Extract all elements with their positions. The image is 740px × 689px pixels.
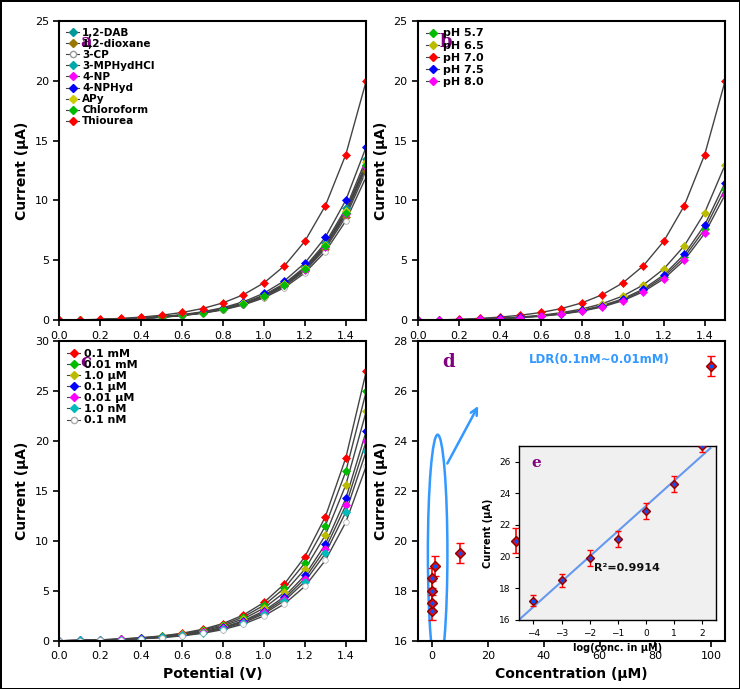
Text: c: c [81, 353, 92, 371]
X-axis label: Concentration (μM): Concentration (μM) [495, 667, 648, 681]
Text: LDR(0.1nM∼0.01mM): LDR(0.1nM∼0.01mM) [528, 353, 670, 366]
Legend: 0.1 mM, 0.01 mM, 1.0 μM, 0.1 μM, 0.01 μM, 1.0 nM, 0.1 nM: 0.1 mM, 0.01 mM, 1.0 μM, 0.1 μM, 0.01 μM… [65, 347, 140, 428]
Text: d: d [443, 353, 455, 371]
X-axis label: Potential (V): Potential (V) [163, 347, 263, 360]
Legend: 1,2-DAB, 1,2-dioxane, 3-CP, 3-MPHydHCl, 4-NP, 4-NPHyd, APy, Chloroform, Thiourea: 1,2-DAB, 1,2-dioxane, 3-CP, 3-MPHydHCl, … [64, 26, 157, 128]
Y-axis label: Current (μA): Current (μA) [15, 121, 29, 220]
Y-axis label: Current (μA): Current (μA) [374, 121, 388, 220]
Legend: pH 5.7, pH 6.5, pH 7.0, pH 7.5, pH 8.0: pH 5.7, pH 6.5, pH 7.0, pH 7.5, pH 8.0 [424, 26, 485, 90]
Y-axis label: Current (μA): Current (μA) [374, 442, 388, 540]
X-axis label: Potential (V): Potential (V) [522, 347, 622, 360]
X-axis label: Potential (V): Potential (V) [163, 667, 263, 681]
Text: a: a [81, 32, 92, 51]
Y-axis label: Current (μA): Current (μA) [15, 442, 29, 540]
Text: b: b [440, 32, 452, 51]
